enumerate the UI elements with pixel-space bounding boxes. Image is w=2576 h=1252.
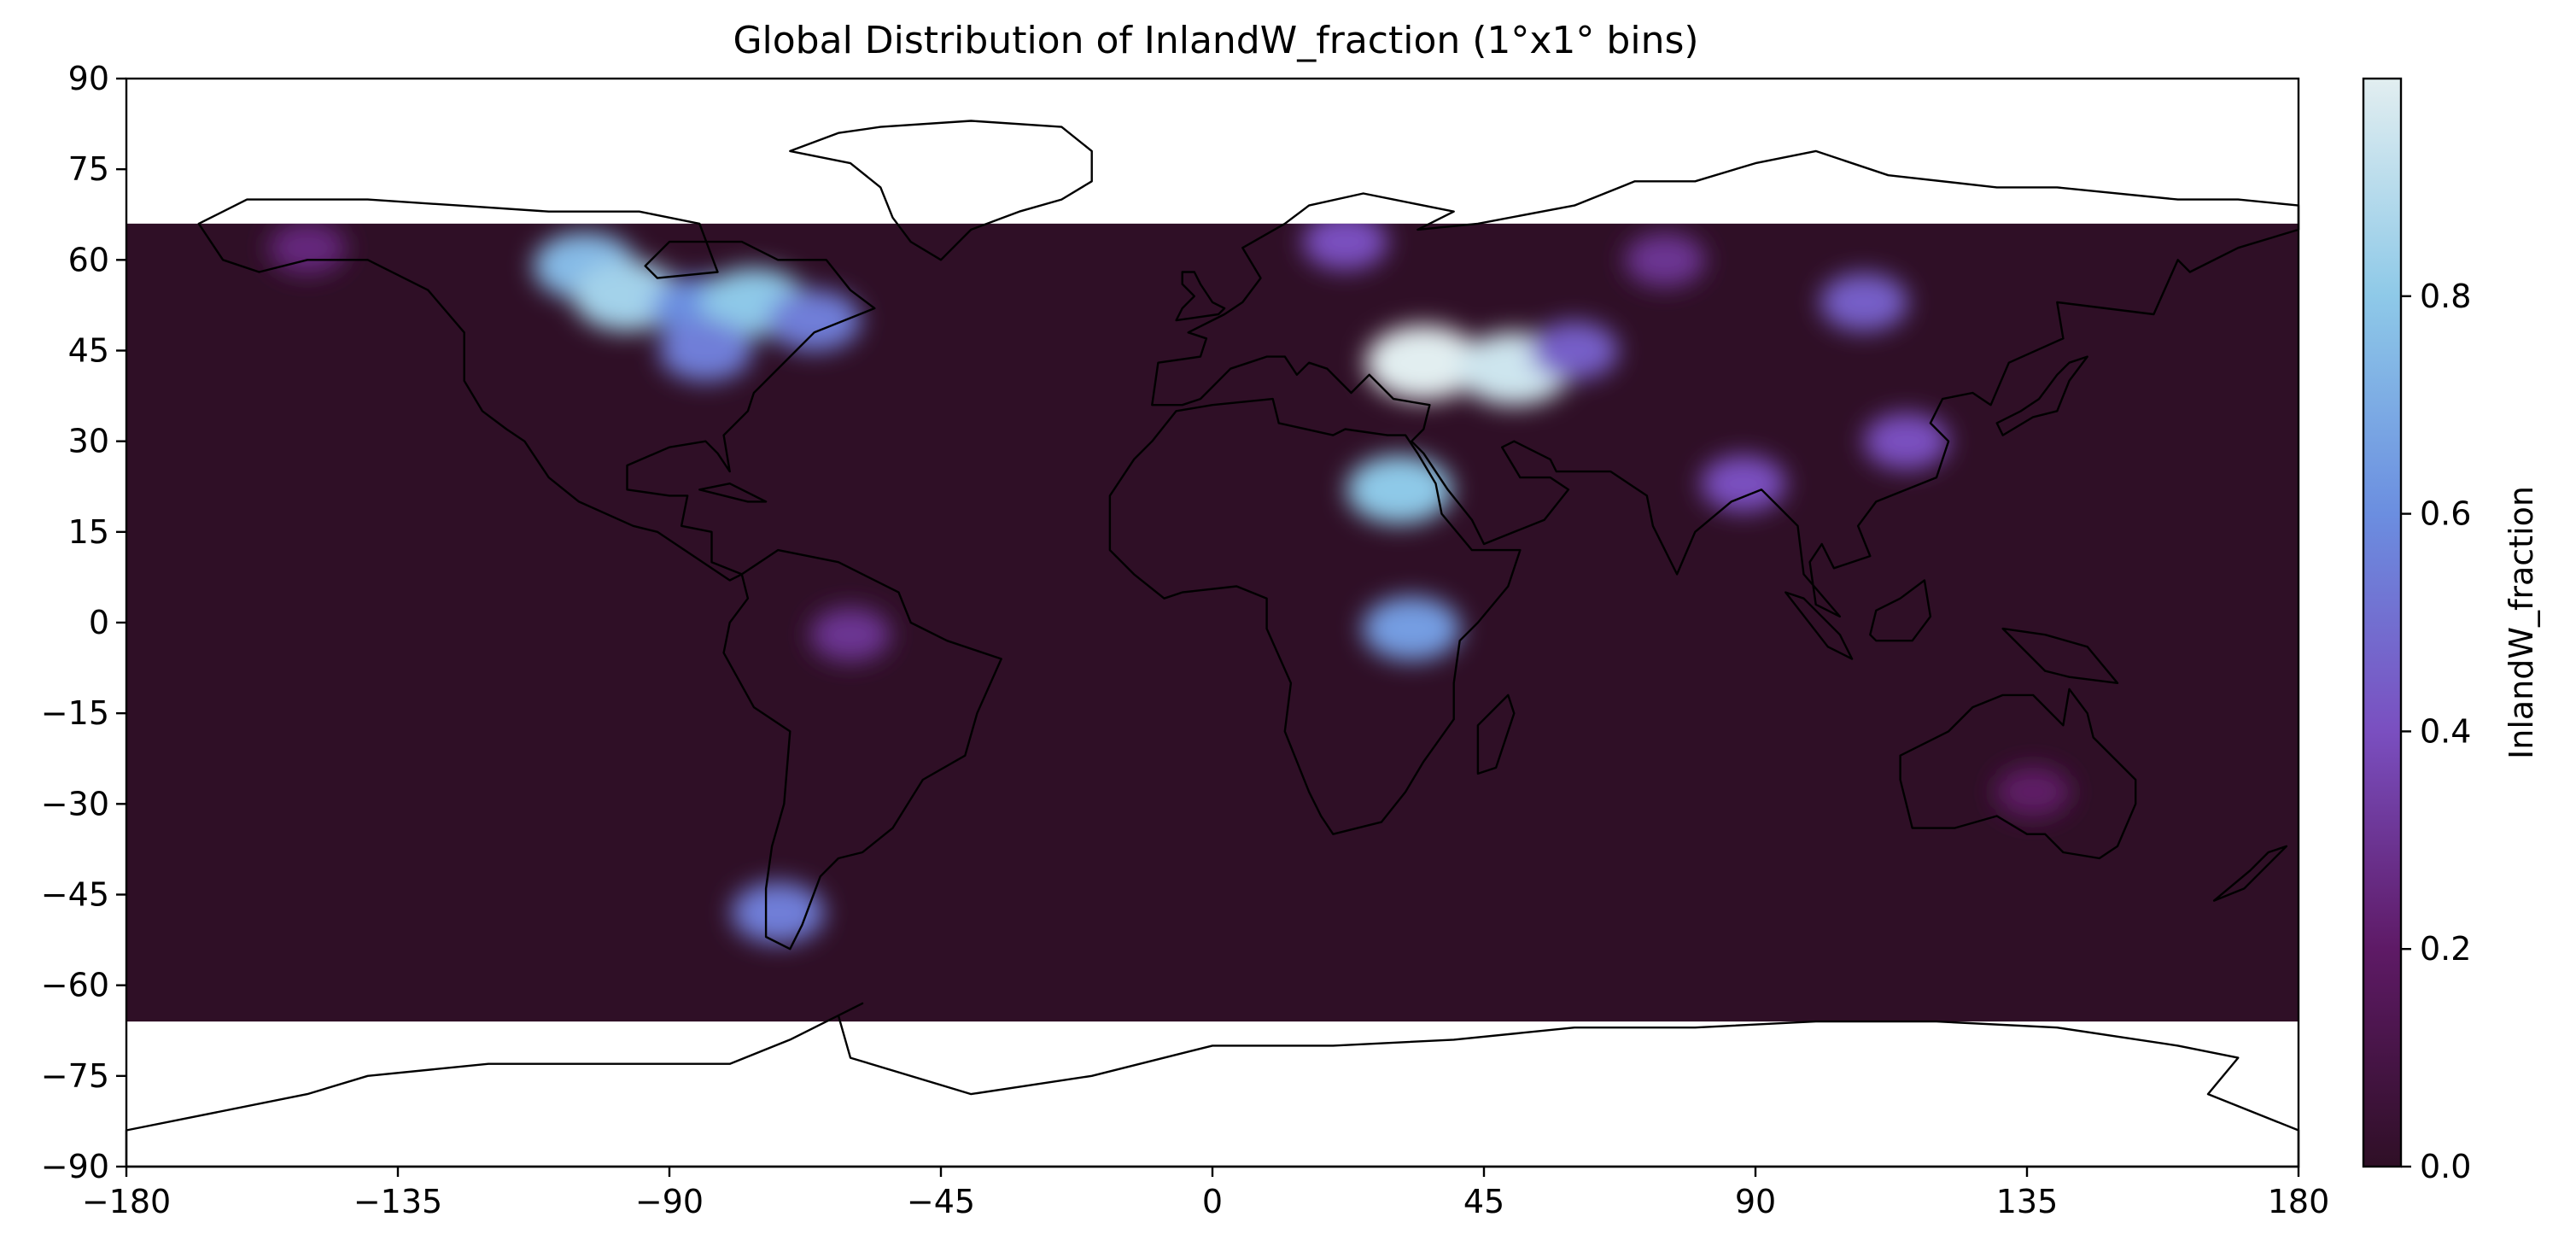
x-tick-label: −90 <box>635 1183 704 1220</box>
coastline <box>1995 355 2088 436</box>
y-tick-label: −45 <box>41 876 109 914</box>
y-axis: 90 75 60 45 30 15 0 −15 −30 −45 −60 −75 −90 <box>41 60 126 1185</box>
y-tick-label: 0 <box>89 604 109 641</box>
y-tick-label: 60 <box>68 241 109 278</box>
map-plot-area <box>125 77 2300 1168</box>
data-band <box>126 223 2299 1022</box>
y-tick-label: −30 <box>41 785 109 822</box>
y-tick-label: 75 <box>68 150 109 188</box>
hotspot <box>1995 766 2071 817</box>
hotspot <box>768 290 862 352</box>
hotspot <box>268 223 347 274</box>
colorbar-tick-label: 0.6 <box>2420 495 2471 533</box>
y-tick-label: 30 <box>68 423 109 460</box>
coastline <box>1785 591 1854 660</box>
hotspot <box>810 607 891 662</box>
coastline <box>197 198 876 582</box>
chart-title: Global Distribution of InlandW_fraction … <box>733 19 1698 62</box>
hotspot <box>1820 272 1908 331</box>
coastline <box>125 1002 2300 1168</box>
coastline <box>1151 149 2300 618</box>
colorbar-gradient <box>2362 77 2403 1168</box>
hotspot <box>1346 454 1453 524</box>
x-tick-label: 45 <box>1463 1183 1504 1220</box>
hotspot <box>1530 321 1619 380</box>
y-tick-label: 45 <box>68 332 109 370</box>
x-axis: −180 −135 −90 −45 0 45 90 135 180 <box>82 1167 2329 1220</box>
hotspot <box>1625 232 1705 287</box>
y-tick-label: 15 <box>68 513 109 551</box>
x-tick-label: 180 <box>2268 1183 2330 1220</box>
x-tick-label: −180 <box>82 1183 171 1220</box>
coastline <box>1899 687 2137 860</box>
hotspot <box>1863 412 1949 470</box>
coastline <box>1869 579 1932 642</box>
y-tick-label: −75 <box>41 1057 109 1095</box>
hotspot-layer <box>268 223 2071 944</box>
y-tick-label: −90 <box>41 1148 109 1185</box>
coastlines <box>125 120 2300 1168</box>
hotspot <box>1362 596 1461 661</box>
x-tick-label: 135 <box>1996 1183 2059 1220</box>
hotspot <box>1302 223 1388 271</box>
colorbar-tick-label: 0.8 <box>2420 278 2471 315</box>
colorbar-tick-label: 0.2 <box>2420 930 2471 968</box>
x-tick-label: −135 <box>353 1183 442 1220</box>
colorbar-label: InlandW_fraction <box>2503 486 2540 759</box>
coastline <box>1476 693 1516 775</box>
coastline <box>789 120 1093 261</box>
colorbar-ticks: 0.0 0.2 0.4 0.6 0.8 <box>2401 278 2471 1185</box>
y-tick-label: −60 <box>41 967 109 1004</box>
y-tick-label: 90 <box>68 60 109 97</box>
coastline <box>1175 271 1226 322</box>
hotspot <box>1365 325 1482 401</box>
coastline <box>2212 845 2288 902</box>
hotspot <box>731 881 825 944</box>
hotspot <box>658 319 752 382</box>
colorbar-tick-label: 0.4 <box>2420 712 2471 750</box>
x-tick-label: −45 <box>907 1183 975 1220</box>
x-tick-label: 90 <box>1735 1183 1776 1220</box>
y-tick-label: −15 <box>41 694 109 732</box>
hotspot <box>1700 455 1786 512</box>
coastline <box>722 548 1002 951</box>
coastline <box>698 483 768 503</box>
coastline <box>1108 397 1522 835</box>
x-tick-label: 0 <box>1202 1183 1223 1220</box>
coastline <box>2001 627 2119 684</box>
colorbar-tick-label: 0.0 <box>2420 1148 2471 1185</box>
colorbar: 0.0 0.2 0.4 0.6 0.8 InlandW_fraction <box>2362 77 2540 1185</box>
